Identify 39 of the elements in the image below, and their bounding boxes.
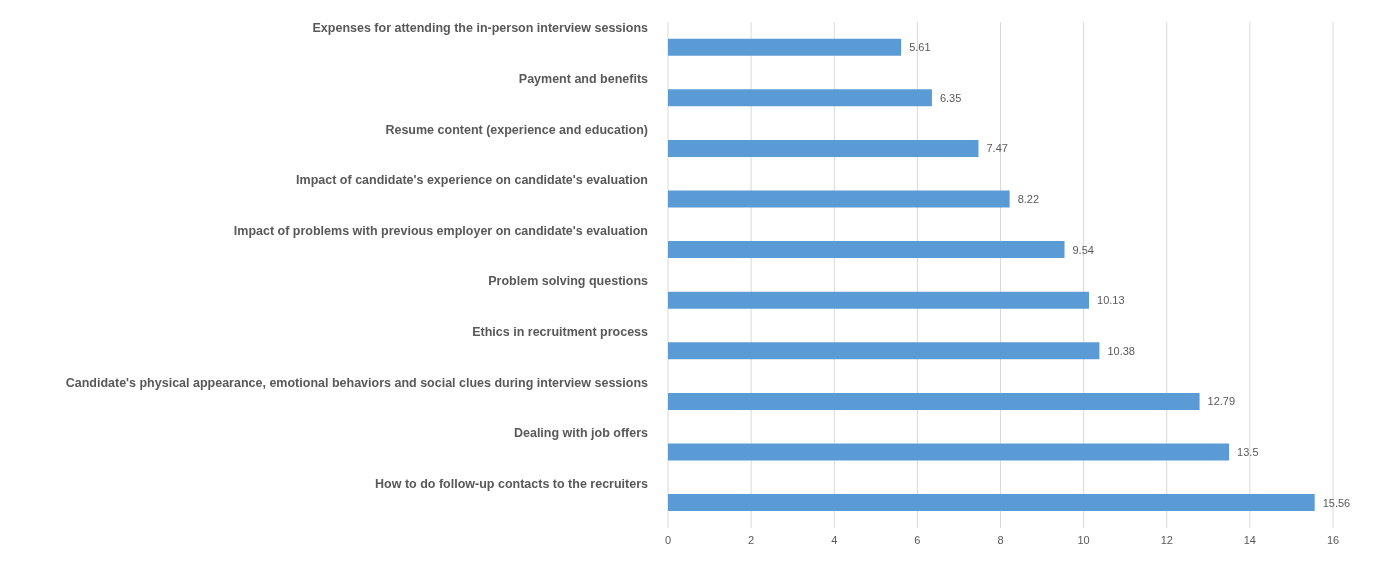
data-label: 6.35: [939, 91, 962, 104]
bar: [668, 38, 902, 56]
bar: [668, 494, 1315, 512]
y-tick-label: Dealing with job offers: [513, 426, 649, 441]
x-tick-label: 14: [1243, 533, 1256, 546]
bar: [668, 443, 1230, 461]
bar: [668, 392, 1200, 410]
data-label: 13.5: [1237, 445, 1259, 458]
bar: [668, 190, 1010, 208]
y-tick-label: Ethics in recruitment process: [472, 324, 649, 339]
data-label: 10.13: [1097, 294, 1125, 307]
y-tick-label: Candidate's physical appearance, emotional behaviors and social clues during interview sessions: [65, 375, 649, 390]
y-tick-label: Impact of candidate's experience on candidate's evaluation: [296, 173, 648, 188]
x-tick-label: 6: [914, 533, 921, 546]
x-tick-label: 12: [1160, 533, 1173, 546]
bar: [668, 139, 979, 157]
x-tick-label: 10: [1077, 533, 1090, 546]
bar: [668, 342, 1100, 360]
x-tick-label: 16: [1326, 533, 1340, 546]
bar: [668, 241, 1065, 259]
data-label: 9.54: [1072, 243, 1094, 256]
x-tick-label: 0: [664, 533, 672, 546]
y-tick-label: Payment and benefits: [518, 71, 649, 86]
y-tick-label: How to do follow-up contacts to the recruiters: [375, 476, 649, 491]
data-label: 5.61: [909, 41, 931, 54]
data-label: 10.38: [1107, 344, 1135, 357]
y-tick-label: Problem solving questions: [488, 274, 649, 289]
data-label: 8.22: [1017, 192, 1040, 205]
data-label: 12.79: [1207, 395, 1236, 408]
y-tick-label: Impact of problems with previous employer on candidate's evaluation: [233, 223, 648, 238]
y-tick-label: Expenses for attending the in-person interview sessions: [312, 21, 649, 36]
x-tick-label: 8: [997, 533, 1004, 546]
x-tick-label: 4: [831, 533, 838, 546]
data-label: 15.56: [1322, 496, 1351, 509]
data-label: 7.47: [986, 142, 1008, 155]
bar: [668, 291, 1090, 309]
bar: [668, 89, 932, 107]
y-tick-label: Resume content (experience and education): [385, 122, 648, 137]
x-tick-label: 2: [748, 533, 755, 546]
